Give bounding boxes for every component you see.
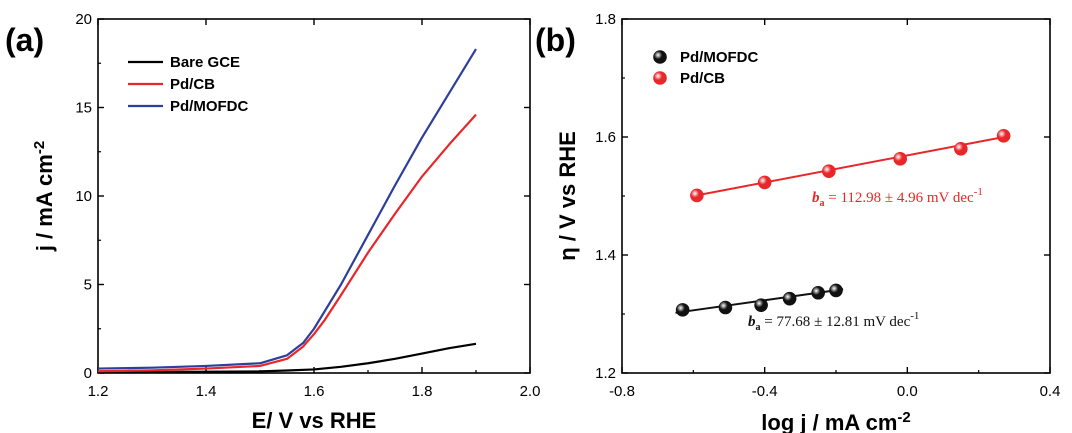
data-point-pd-mofdc [782, 291, 797, 306]
annotation-text: = 77.68 ± 12.81 mV dec [761, 314, 911, 330]
series-line-pd-cb [97, 113, 477, 373]
panel-a: 1.2 1.4 1.6 1.8 2.0 0 5 10 15 20 (a) E/ V vs RHE j /… [5, 11, 540, 433]
series-line-bare-gce [97, 342, 477, 374]
y-tick-label: 20 [75, 11, 92, 28]
y-tick-label: 15 [75, 100, 92, 117]
x-tick-label: 1.6 [304, 383, 325, 400]
x-tick-label: 1.8 [412, 383, 433, 400]
annotation-superscript: -1 [974, 186, 983, 198]
y-tick-label: 5 [84, 277, 92, 294]
x-tick-label: 2.0 [520, 383, 541, 400]
annotation-symbol: b [748, 314, 756, 330]
slope-annotation-pd-mofdc: ba = 77.68 ± 12.81 mV dec-1 [748, 310, 919, 333]
series-line-pd-mofdc [97, 48, 477, 370]
panel-b: -0.8 -0.4 0.0 0.4 1.2 1.4 1.6 1.8 (b) log j / mA … [535, 11, 1060, 433]
x-tick-label: 1.4 [196, 383, 217, 400]
legend-label: Pd/MOFDC [680, 49, 758, 66]
y-tick-label: 1.6 [595, 129, 616, 146]
legend-label: Pd/MOFDC [170, 98, 248, 115]
data-point-pd-cb [690, 188, 704, 203]
x-axis-title-main: log j / mA cm [761, 410, 897, 433]
x-tick-label: 1.2 [88, 383, 109, 400]
annotation-subscript: a [820, 198, 825, 209]
x-axis-title-sup: -2 [897, 409, 910, 426]
legend-marker [653, 50, 667, 64]
plot-frame [97, 18, 531, 374]
x-axis-title: E/ V vs RHE [252, 408, 377, 433]
y-tick-label: 1.8 [595, 11, 616, 28]
data-point-pd-mofdc [811, 285, 825, 300]
y-axis-title-main: j / mA cm [32, 154, 57, 252]
y-axis-title: η / V vs RHE [555, 131, 580, 261]
y-axis-title-sup: -2 [31, 141, 48, 154]
data-point-pd-cb [757, 175, 772, 190]
x-tick-label: -0.8 [609, 383, 635, 400]
data-point-pd-mofdc [718, 300, 733, 315]
legend-label: Pd/CB [170, 76, 215, 93]
panel-label: (a) [5, 22, 44, 58]
annotation-superscript: -1 [910, 310, 919, 322]
y-axis-title: j / mA cm-2 [31, 141, 57, 252]
data-point-pd-mofdc [754, 298, 768, 312]
annotation-subscript: a [756, 322, 761, 333]
slope-annotation-pd-cb: ba = 112.98 ± 4.96 mV dec-1 [812, 186, 983, 209]
x-tick-label: -0.4 [752, 383, 778, 400]
panel-label: (b) [535, 22, 576, 58]
legend-label: Bare GCE [170, 54, 240, 71]
y-tick-label: 1.4 [595, 247, 616, 264]
data-point-pd-cb [822, 164, 836, 179]
y-tick-label: 10 [75, 188, 92, 205]
annotation-text: = 112.98 ± 4.96 mV dec [825, 190, 975, 206]
data-point-pd-cb [954, 142, 968, 156]
legend-label: Pd/CB [680, 70, 725, 87]
data-point-pd-mofdc [675, 303, 690, 317]
data-point-pd-mofdc [829, 283, 843, 298]
x-tick-label: 0.0 [897, 383, 918, 400]
data-point-pd-cb [996, 129, 1011, 143]
x-tick-label: 0.4 [1040, 383, 1061, 400]
x-axis-title: log j / mA cm-2 [761, 409, 910, 433]
annotation-symbol: b [812, 190, 820, 206]
y-tick-label: 1.2 [595, 365, 616, 382]
legend-marker [653, 71, 667, 85]
data-point-pd-cb [893, 152, 908, 166]
y-tick-label: 0 [84, 365, 92, 382]
